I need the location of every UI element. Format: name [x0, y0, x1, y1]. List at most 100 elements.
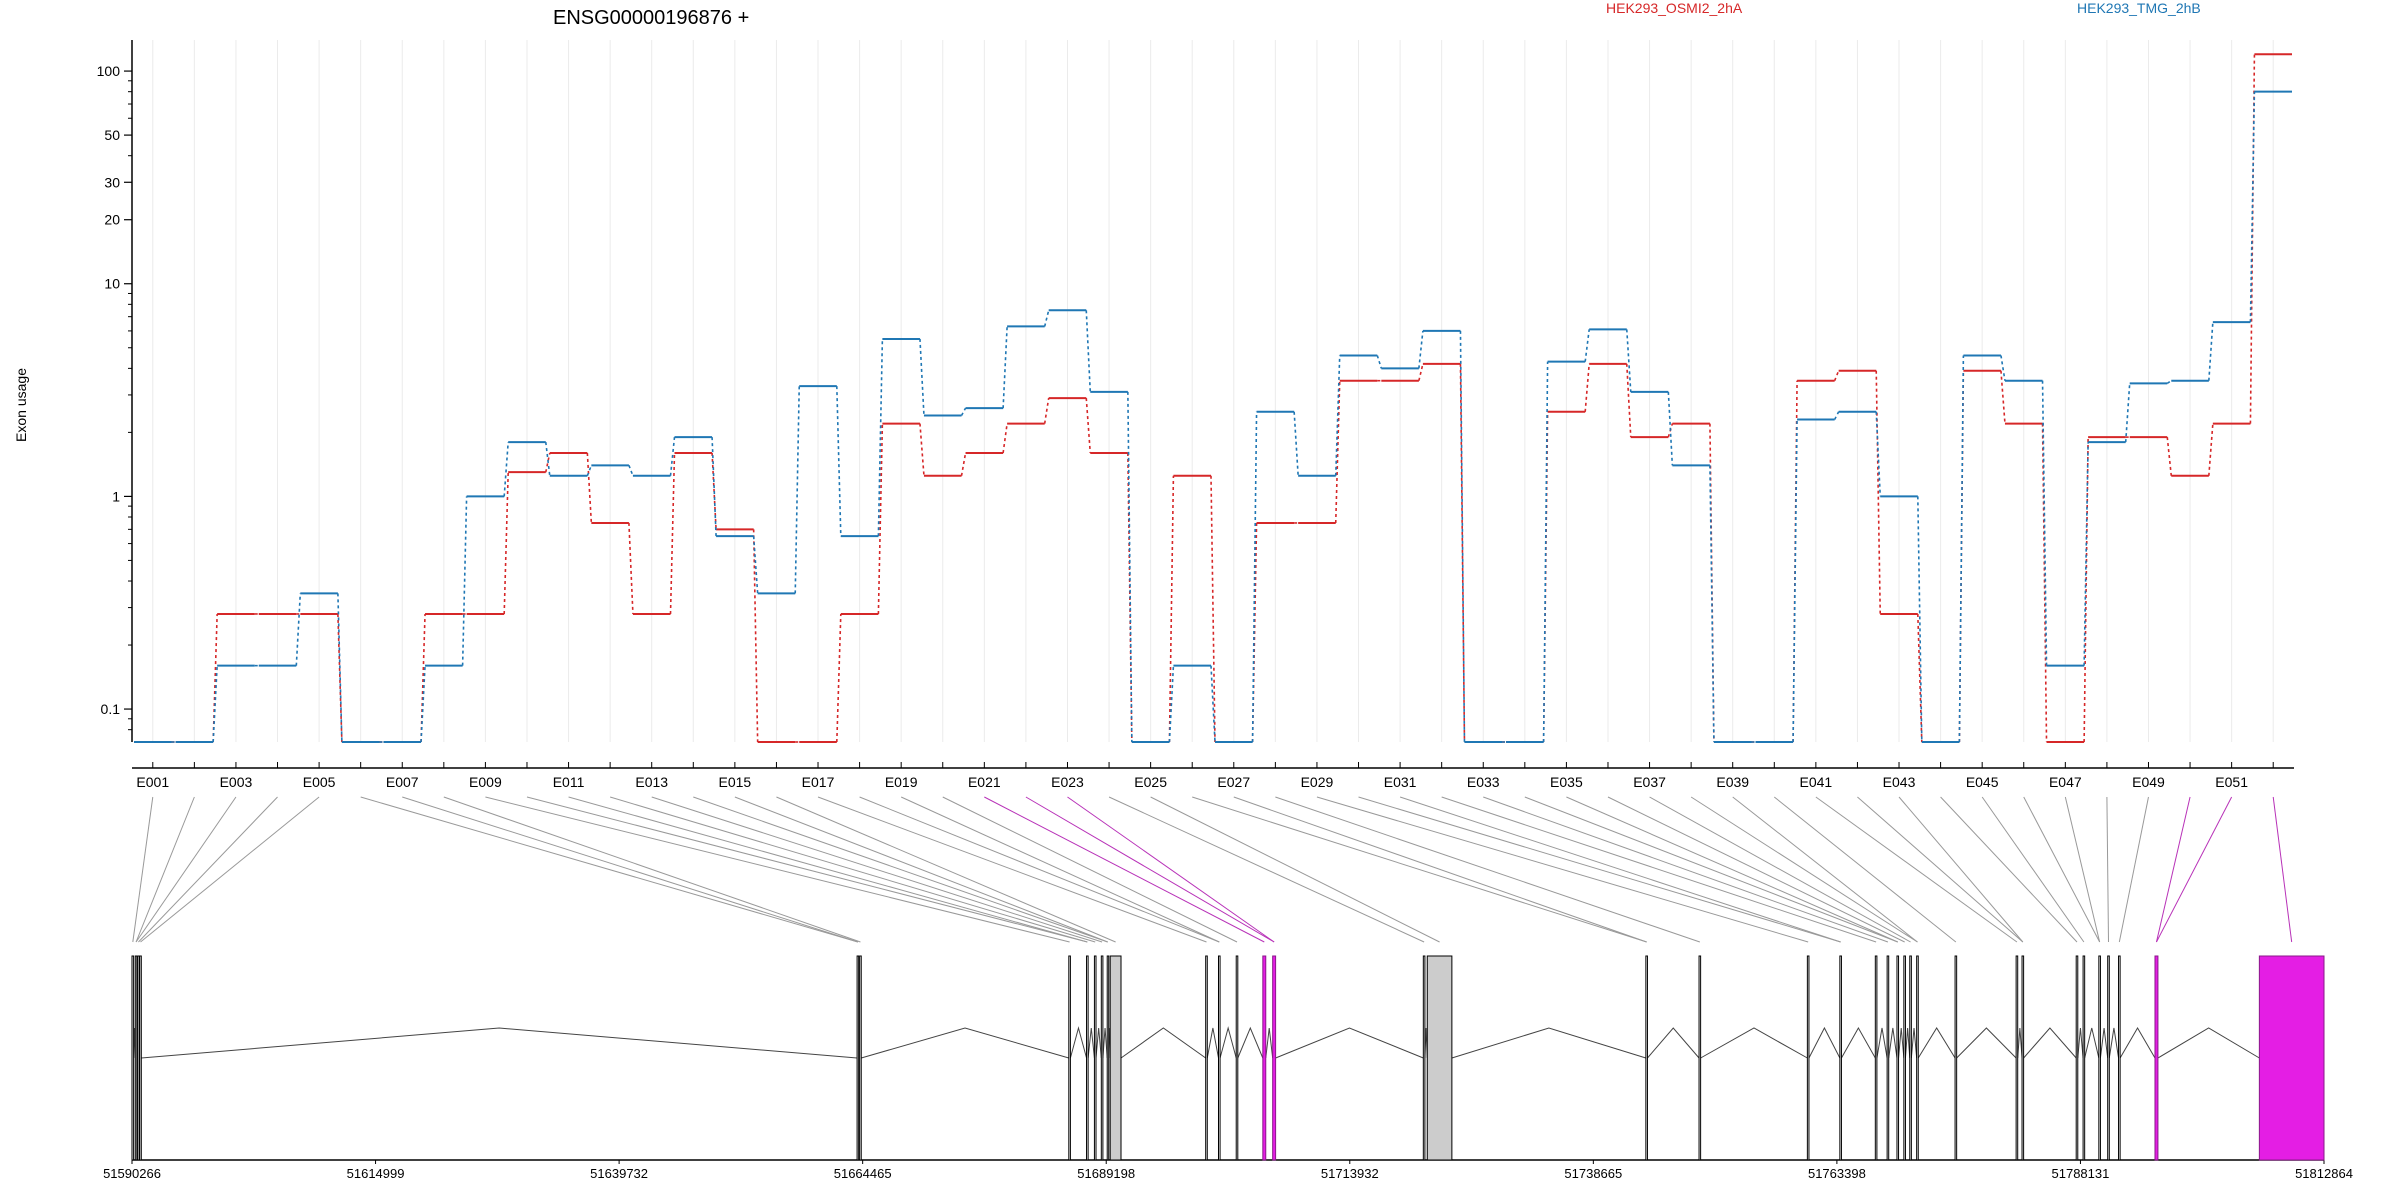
exon-connector	[942, 796, 1238, 943]
exon-block	[2075, 955, 2079, 1161]
series-connector	[1584, 329, 1590, 362]
exon-connector	[900, 796, 1220, 943]
y-axis: 0.1 1 10 20 30 50 100	[97, 40, 133, 742]
series-connector	[669, 452, 676, 614]
exon-connector	[1108, 796, 1425, 943]
intron-line	[1069, 1026, 1088, 1059]
exon-connector	[132, 796, 154, 943]
series-connector	[669, 437, 676, 476]
genomic-tick-label: 51788131	[2052, 1166, 2110, 1181]
exon-block	[1426, 955, 1453, 1161]
x-tick-label: E029	[1301, 774, 1334, 790]
genomic-tick-label: 51738665	[1564, 1166, 1622, 1181]
exon-connector	[1358, 796, 1841, 943]
series-connector	[1002, 423, 1008, 454]
exon-connector	[135, 796, 237, 943]
genomic-tick-label: 51614999	[347, 1166, 405, 1181]
x-tick-label: E001	[136, 774, 169, 790]
exon-connector	[734, 796, 1108, 943]
series-connector	[1792, 419, 1798, 743]
exon-connector	[1483, 796, 1889, 943]
series-connector	[1833, 411, 1840, 420]
intron-line	[2077, 1027, 2084, 1059]
series-connector	[1667, 391, 1674, 466]
exon-block	[1106, 955, 1110, 1161]
exon-connector	[135, 796, 195, 943]
genomic-tick-label: 51590266	[103, 1166, 161, 1181]
intron-line	[1219, 1026, 1237, 1059]
intron-line	[1265, 1027, 1274, 1059]
exon-block	[2021, 955, 2025, 1161]
series-layer	[134, 53, 2292, 743]
exon-block	[134, 955, 138, 1161]
exon-connector	[1233, 796, 1647, 943]
exon-connector	[1441, 796, 1877, 943]
intron-line	[1237, 1026, 1264, 1059]
intron-line	[1087, 1027, 1095, 1059]
legend-series-a: HEK293_OSMI2_2hA	[1606, 0, 1743, 16]
series-connector	[1210, 665, 1216, 743]
intron-line	[1808, 1026, 1841, 1059]
series-connector	[836, 386, 842, 537]
x-tick-label: E033	[1467, 774, 1500, 790]
series-connector	[1085, 398, 1092, 454]
series-connector	[628, 465, 634, 477]
exon-connector	[984, 796, 1265, 943]
exon-block	[1068, 955, 1071, 1161]
x-tick-label: E023	[1051, 774, 1084, 790]
exon-connector	[1940, 796, 2078, 943]
chart-title: ENSG00000196876 +	[553, 7, 749, 29]
y-tick-label: 0.1	[101, 701, 121, 717]
exon-connector	[360, 796, 859, 943]
series-connector	[1625, 363, 1632, 438]
exon-block	[856, 955, 860, 1161]
exon-block	[1093, 955, 1097, 1161]
intron-line	[1956, 1027, 2017, 1059]
exon-connector	[568, 796, 1088, 943]
series-connector	[1043, 310, 1050, 327]
intron-line	[1095, 1027, 1102, 1059]
exon-block	[1896, 955, 1900, 1161]
intron-line	[2157, 1027, 2260, 1059]
x-tick-label: E021	[968, 774, 1001, 790]
exon-connector	[1150, 796, 1440, 943]
series-connector	[960, 452, 967, 476]
exon-connector	[2155, 796, 2191, 943]
y-tick-label: 30	[104, 174, 120, 190]
y-tick-label: 50	[104, 127, 120, 143]
genomic-tick-label: 51664465	[834, 1166, 892, 1181]
x-tick-label: E049	[2132, 774, 2165, 790]
exon-block	[1903, 955, 1906, 1161]
exon-connector	[1067, 796, 1275, 943]
x-tick-label: E015	[719, 774, 752, 790]
exon-block	[1262, 955, 1267, 1161]
intron-line	[2108, 1027, 2120, 1059]
series-HEK293_TMG_2hB	[134, 90, 2292, 743]
y-tick-label: 10	[104, 276, 120, 292]
series-connector	[1418, 363, 1424, 381]
exon-connector	[776, 796, 1116, 943]
exon-connector	[1566, 796, 1898, 943]
x-tick-label: E041	[1800, 774, 1833, 790]
series-connector	[1043, 397, 1050, 424]
series-connector	[1958, 355, 1965, 743]
series-connector	[919, 423, 925, 476]
x-tick-label: E025	[1134, 774, 1167, 790]
exon-connector	[1607, 796, 1905, 943]
series-connector	[1293, 411, 1299, 476]
legend-series-b: HEK293_TMG_2hB	[2077, 0, 2201, 16]
series-connector	[836, 613, 842, 743]
x-tick-label: E027	[1217, 774, 1250, 790]
intron-line	[1275, 1027, 1424, 1059]
gene-track: 51590266 51614999 51639732 51664465 51689198…	[103, 955, 2353, 1181]
exon-block	[1806, 955, 1810, 1161]
exon-connector	[1025, 796, 1275, 943]
x-tick-label: E003	[220, 774, 253, 790]
series-connector	[877, 423, 884, 614]
series-connector	[1002, 326, 1008, 409]
series-connector	[1625, 329, 1632, 392]
series-connector	[2041, 423, 2048, 743]
x-tick-label: E009	[469, 774, 502, 790]
series-connector	[919, 338, 925, 416]
intron-line	[141, 1027, 858, 1059]
